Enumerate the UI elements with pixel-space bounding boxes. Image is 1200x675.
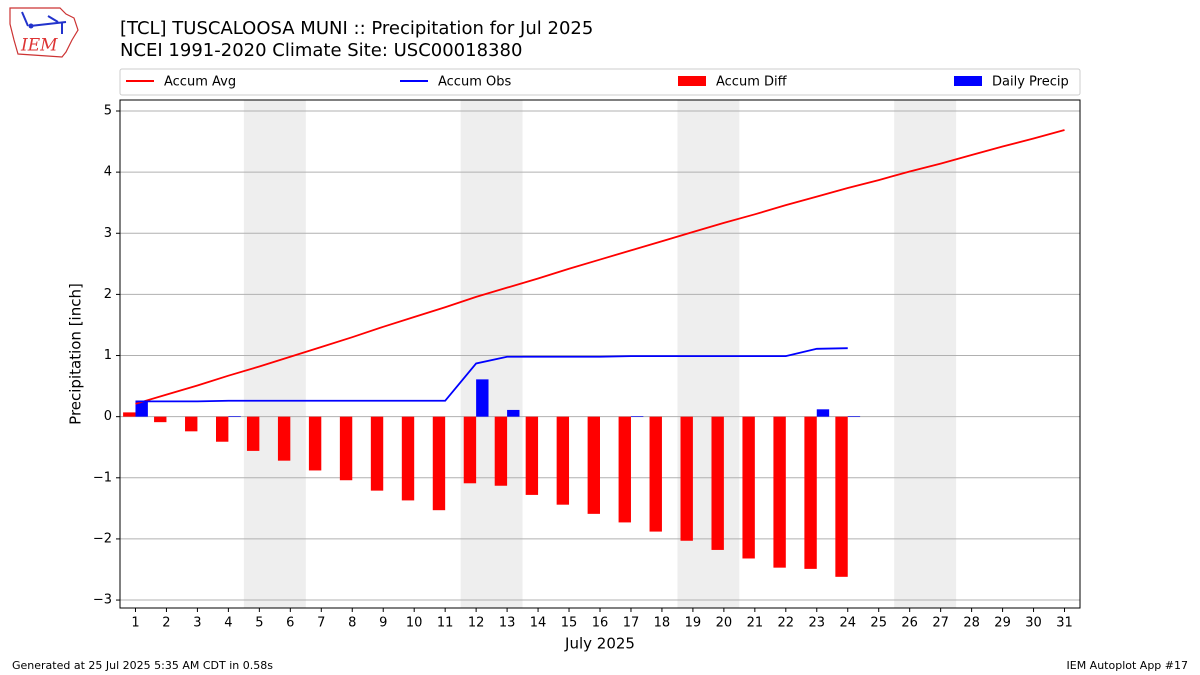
y-tick-label: −1 (93, 470, 112, 485)
bar (556, 416, 570, 505)
x-tick-label: 8 (348, 616, 356, 631)
chart-title: [TCL] TUSCALOOSA MUNI :: Precipitation f… (120, 18, 593, 39)
x-axis-label: July 2025 (564, 635, 635, 653)
x-tick-label: 19 (685, 616, 702, 631)
x-tick-label: 2 (162, 616, 170, 631)
weekend-shade (894, 100, 957, 608)
x-tick-label: 14 (530, 616, 547, 631)
bar (618, 416, 631, 523)
line (135, 347, 848, 403)
bar (835, 416, 848, 577)
bar (123, 412, 136, 417)
legend-label: Daily Precip (992, 75, 1069, 90)
y-axis-label: Precipitation [inch] (67, 283, 85, 425)
x-tick-label: 10 (406, 616, 423, 631)
weekend-shade (243, 100, 306, 608)
x-tick-label: 5 (255, 616, 263, 631)
legend-label: Accum Diff (716, 75, 788, 90)
y-tick-label: −3 (93, 593, 112, 608)
x-tick-label: 30 (1025, 616, 1042, 631)
bar (847, 416, 861, 417)
bar (463, 416, 477, 484)
x-tick-label: 31 (1056, 616, 1073, 631)
bar (228, 416, 241, 417)
bar (135, 401, 148, 417)
y-tick-label: 2 (104, 287, 112, 302)
bar (432, 416, 446, 511)
x-tick-label: 29 (994, 616, 1011, 631)
y-tick-label: 3 (104, 226, 112, 241)
x-tick-label: 23 (809, 616, 826, 631)
bar (401, 416, 415, 501)
x-tick-label: 20 (716, 616, 733, 631)
x-tick-label: 13 (499, 616, 516, 631)
bar (154, 416, 167, 423)
x-tick-label: 25 (870, 616, 887, 631)
x-tick-label: 21 (747, 616, 764, 631)
y-tick-label: 4 (104, 165, 112, 180)
logo: IEM (9, 7, 79, 58)
x-tick-label: 17 (623, 616, 640, 631)
y-tick-label: 5 (104, 104, 112, 119)
x-tick-label: 18 (654, 616, 671, 631)
x-tick-label: 24 (839, 616, 856, 631)
bar (277, 416, 291, 461)
logo-text: IEM (20, 36, 58, 56)
x-tick-label: 9 (379, 616, 387, 631)
y-tick-label: 0 (104, 409, 112, 424)
bar (370, 416, 384, 491)
x-tick-label: 22 (778, 616, 795, 631)
x-tick-label: 28 (963, 616, 980, 631)
bar (804, 416, 817, 569)
x-tick-label: 12 (468, 616, 485, 631)
bar (476, 379, 489, 417)
line (135, 129, 1065, 405)
bar (711, 416, 724, 550)
legend-box (119, 68, 1081, 96)
x-tick-label: 4 (224, 616, 232, 631)
bar (630, 416, 644, 417)
x-tick-label: 26 (901, 616, 918, 631)
bar (816, 409, 830, 417)
x-tick-label: 6 (286, 616, 294, 631)
chart-subtitle: NCEI 1991-2020 Climate Site: USC00018380 (120, 40, 522, 61)
x-tick-label: 16 (592, 616, 609, 631)
bar (742, 416, 755, 559)
x-tick-label: 3 (193, 616, 201, 631)
bar (507, 409, 520, 417)
bar (773, 416, 786, 568)
bar (185, 416, 198, 432)
footer-right: IEM Autoplot App #17 (1067, 659, 1189, 672)
x-tick-label: 7 (317, 616, 325, 631)
bar (680, 416, 693, 541)
footer-left: Generated at 25 Jul 2025 5:35 AM CDT in … (12, 659, 273, 672)
legend-swatch (954, 76, 982, 86)
x-tick-label: 11 (437, 616, 454, 631)
legend-swatch (678, 76, 706, 86)
legend-label: Accum Avg (164, 75, 236, 90)
bar (308, 416, 322, 471)
bar (494, 416, 508, 486)
bar (339, 416, 353, 481)
bar (587, 416, 600, 514)
x-tick-label: 27 (932, 616, 949, 631)
weekend-shade (460, 100, 523, 608)
x-tick-label: 1 (131, 616, 139, 631)
bar (216, 416, 229, 442)
bar (525, 416, 539, 495)
legend-label: Accum Obs (438, 75, 511, 90)
plot-frame (119, 99, 1081, 609)
x-tick-label: 15 (561, 616, 578, 631)
y-tick-label: 1 (104, 348, 112, 363)
bar (246, 416, 260, 451)
bar (649, 416, 662, 532)
y-tick-label: −2 (93, 531, 112, 546)
